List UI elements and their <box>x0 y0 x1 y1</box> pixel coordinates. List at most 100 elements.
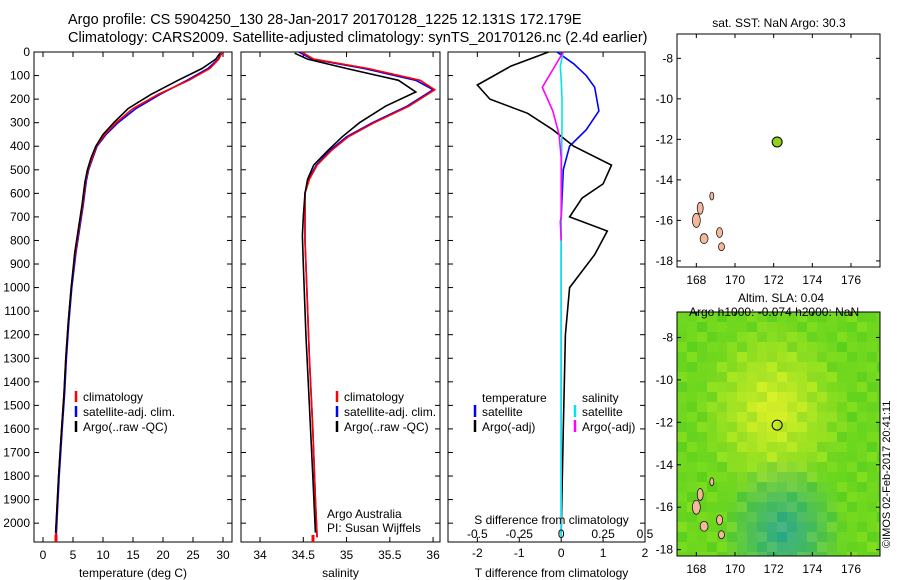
sla-cell <box>727 452 737 462</box>
sla-cell <box>707 492 717 502</box>
sla-cell <box>817 442 827 452</box>
sla-cell <box>757 512 767 522</box>
sla-cell <box>677 472 687 482</box>
sla-cell <box>787 532 797 542</box>
sla-cell <box>687 452 697 462</box>
sla-cell <box>687 432 697 442</box>
y-tick-label: 1000 <box>3 281 30 295</box>
legend-entry: satellite <box>482 405 523 419</box>
sla-cell <box>767 432 777 442</box>
sla-cell <box>807 542 817 552</box>
legend-entry: climatology <box>83 390 143 404</box>
sla-cell <box>827 462 837 472</box>
sla-cell <box>767 532 777 542</box>
sla-cell <box>707 422 717 432</box>
series-t-argo-adj- <box>476 51 613 533</box>
sla-cell <box>827 512 837 522</box>
sla-cell <box>847 412 857 422</box>
sla-cell <box>767 522 777 532</box>
sla-cell <box>797 472 807 482</box>
sla-cell <box>787 322 797 332</box>
sla-cell <box>727 332 737 342</box>
argo-location-marker <box>771 419 783 431</box>
sla-cell <box>737 492 747 502</box>
sla-cell <box>737 512 747 522</box>
sla-cell <box>827 502 837 512</box>
sla-cell <box>687 312 697 322</box>
sla-map <box>676 311 881 557</box>
sla-cell <box>807 472 817 482</box>
sla-cell <box>757 382 767 392</box>
sla-cell <box>757 502 767 512</box>
sla-cell <box>807 312 817 322</box>
sla-cell <box>807 322 817 332</box>
sla-cell <box>697 412 707 422</box>
y-tick-label: 600 <box>10 186 30 200</box>
sla-cell <box>787 382 797 392</box>
sla-cell <box>847 322 857 332</box>
map-x-tick-label: 172 <box>764 273 784 287</box>
sla-cell <box>707 402 717 412</box>
sla-cell <box>677 522 687 532</box>
sla-cell <box>877 382 880 392</box>
sla-cell <box>677 422 687 432</box>
sla-cell <box>877 312 880 322</box>
sla-cell <box>817 492 827 502</box>
sla-cell <box>697 432 707 442</box>
sla-cell <box>817 452 827 462</box>
sla-cell <box>827 522 837 532</box>
sla-cell <box>687 492 697 502</box>
sla-cell <box>817 372 827 382</box>
sla-cell <box>877 492 880 502</box>
sla-cell <box>777 412 787 422</box>
sla-cell <box>747 502 757 512</box>
sla-cell <box>847 482 857 492</box>
sla-cell <box>687 542 697 552</box>
island <box>716 514 723 526</box>
sla-cell <box>847 382 857 392</box>
profile-panel-3 <box>447 51 646 543</box>
profile-panel-1 <box>33 51 233 543</box>
sla-cell <box>737 432 747 442</box>
sla-cell <box>857 532 867 542</box>
sla-cell <box>777 452 787 462</box>
sla-cell <box>817 502 827 512</box>
sla-cell <box>827 402 837 412</box>
sla-cell <box>857 322 867 332</box>
sla-cell <box>797 492 807 502</box>
sla-cell <box>757 482 767 492</box>
sla-cell <box>797 482 807 492</box>
sla-cell <box>737 412 747 422</box>
salinity-axis-label: salinity <box>322 566 359 580</box>
sla-cell <box>697 312 707 322</box>
sla-cell <box>857 552 867 556</box>
sla-cell <box>867 342 877 352</box>
s-tick-label: -0.25 <box>506 527 534 541</box>
sla-cell <box>727 522 737 532</box>
sla-cell <box>697 552 707 556</box>
map-y-tick-label: -10 <box>656 92 674 106</box>
y-tick-label: 1700 <box>3 445 30 459</box>
series-climatology <box>301 51 437 538</box>
sla-cell <box>707 372 717 382</box>
sla-cell <box>757 522 767 532</box>
sla-cell <box>827 442 837 452</box>
sla-cell <box>677 392 687 402</box>
sla-cell <box>747 322 757 332</box>
sla-cell <box>877 422 880 432</box>
sla-cell <box>767 502 777 512</box>
sla-cell <box>727 422 737 432</box>
sla-cell <box>847 352 857 362</box>
sla-cell <box>767 472 777 482</box>
sla-cell <box>717 552 727 556</box>
sla-cell <box>757 542 767 552</box>
sla-cell <box>697 462 707 472</box>
sla-cell <box>817 332 827 342</box>
sla-cell <box>697 442 707 452</box>
sla-cell <box>797 442 807 452</box>
sla-cell <box>867 552 877 556</box>
map-x-tick-label: 176 <box>841 562 861 576</box>
sla-cell <box>677 362 687 372</box>
sla-cell <box>807 532 817 542</box>
sla-cell <box>857 342 867 352</box>
